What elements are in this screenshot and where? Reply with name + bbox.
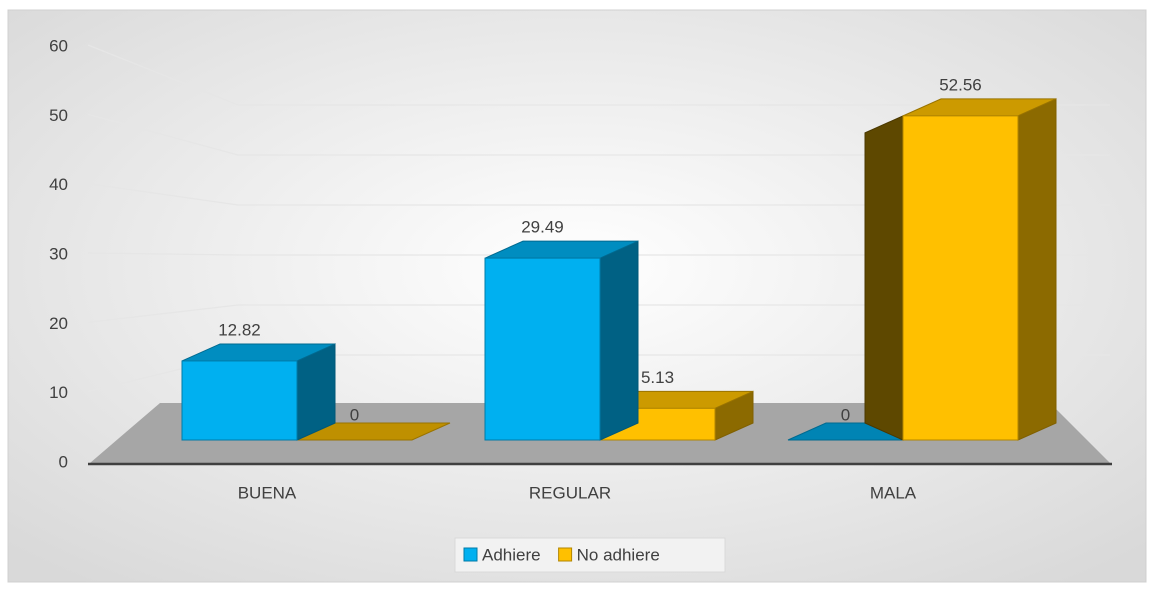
y-tick-label: 20 [49, 314, 68, 333]
bar-side [1017, 98, 1057, 441]
data-label: 52.56 [939, 75, 982, 94]
x-tick-label: BUENA [238, 483, 297, 502]
bar [181, 343, 336, 441]
grid-line [87, 113, 1110, 156]
y-tick-label: 10 [49, 383, 68, 402]
legend-box [454, 537, 726, 573]
y-tick-label: 50 [49, 106, 68, 125]
y-tick-label: 60 [49, 36, 68, 55]
x-tick-label: MALA [870, 483, 917, 502]
bar [484, 240, 639, 441]
grid-line [87, 44, 1110, 106]
bar [864, 98, 1057, 441]
x-tick-label: REGULAR [529, 483, 611, 502]
data-label: 0 [350, 405, 359, 424]
data-label: 12.82 [218, 320, 261, 339]
legend-swatch [463, 547, 478, 562]
legend-label: No adhiere [577, 545, 660, 564]
bar-front [902, 115, 1019, 441]
grid-line [87, 183, 1110, 206]
bar-front [484, 257, 601, 441]
legend-label: Adhiere [482, 545, 541, 564]
bar-side [599, 240, 639, 441]
bar-front [181, 360, 298, 441]
data-label: 0 [841, 405, 850, 424]
y-tick-label: 40 [49, 175, 68, 194]
y-tick-label: 0 [59, 452, 68, 471]
bar-side [864, 115, 904, 441]
grid-line [87, 252, 1110, 256]
grid-line [87, 304, 1110, 323]
y-tick-label: 30 [49, 244, 68, 263]
data-label: 5.13 [641, 368, 674, 387]
legend-swatch [558, 547, 573, 562]
data-label: 29.49 [521, 218, 564, 237]
